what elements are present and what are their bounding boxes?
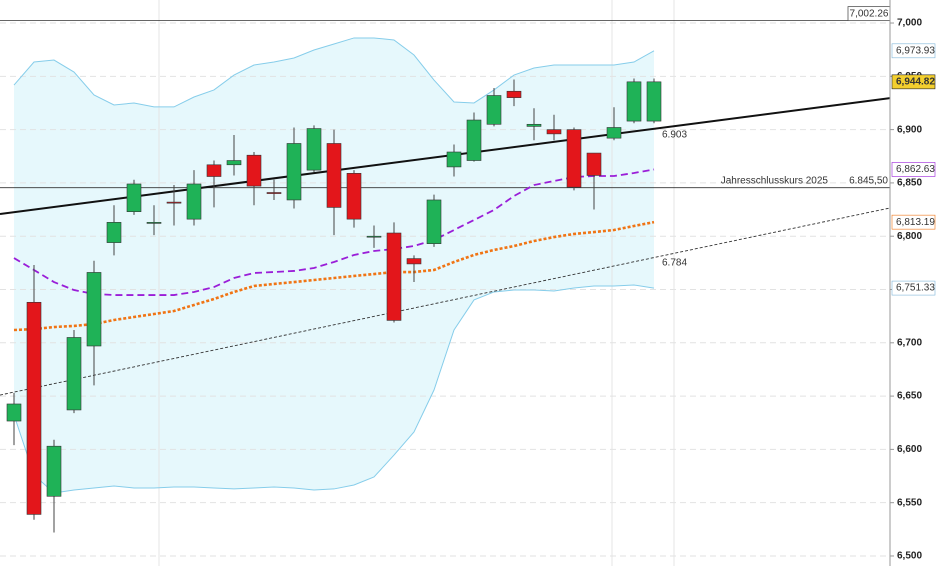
indicator-line: [13, 37, 655, 108]
candle-body: [526, 123, 542, 127]
candle-body: [106, 222, 122, 243]
candle-body: [26, 301, 42, 515]
trendline: [0, 207, 891, 396]
candle-body: [286, 143, 302, 201]
y-tick-label: 6,900: [897, 124, 922, 135]
candle-body: [46, 445, 62, 497]
candle-body: [66, 337, 82, 411]
candle-body: [466, 119, 482, 161]
y-tick-label: 6,850: [897, 178, 922, 189]
candle-body: [386, 232, 402, 321]
indicator-line: [13, 284, 655, 494]
y-tick-label: 6,500: [897, 551, 922, 562]
candle-body: [146, 222, 162, 224]
price-tag-label: 6,813.19: [896, 217, 935, 228]
candle-body: [346, 173, 362, 220]
price-tag-box: [891, 74, 936, 90]
price-tag-box: [891, 214, 936, 230]
candle-body: [306, 128, 322, 171]
candle-body: [366, 235, 382, 238]
y-tick-label: 6,650: [897, 391, 922, 402]
candle-body: [446, 151, 462, 168]
y-tick-label: 6,700: [897, 337, 922, 348]
candle-body: [486, 95, 502, 125]
price-tag-box: [891, 280, 936, 296]
h-line-title: Jahresschlusskurs 2025: [721, 175, 829, 186]
candle-body: [606, 127, 622, 139]
price-tag-box: [891, 162, 936, 177]
indicator-line: [13, 220, 655, 332]
trendline-label: 6.784: [662, 258, 687, 269]
band-fill: [14, 37, 654, 493]
price-tag-label: 6,862.63: [896, 164, 935, 175]
trendline: [0, 97, 891, 216]
candle-body: [426, 199, 442, 244]
candle-body: [166, 201, 182, 204]
candle-body: [326, 143, 342, 208]
price-tag-box: [891, 43, 936, 59]
candle-body: [206, 164, 222, 177]
candle-body: [406, 258, 422, 265]
candle-body: [6, 403, 22, 422]
h-line-label: 6.845,50: [849, 175, 888, 186]
candle-body: [546, 129, 562, 135]
y-tick-label: 6,800: [897, 231, 922, 242]
price-tag-label: 6,973.93: [896, 45, 935, 56]
candle-body: [506, 90, 522, 98]
h-line-label: 7,002.26: [850, 8, 889, 19]
candle-body: [86, 272, 102, 347]
price-tag-label: 6,944.82: [896, 76, 935, 87]
background-layer: [0, 22, 890, 557]
candle-body: [226, 160, 242, 166]
candle-body: [246, 154, 262, 187]
candle-body: [626, 81, 642, 122]
candle-body: [186, 183, 202, 220]
y-tick-label: 7,000: [897, 18, 922, 29]
y-tick-label: 6,600: [897, 444, 922, 455]
candle-body: [646, 81, 662, 122]
y-tick-label: 6,550: [897, 497, 922, 508]
candle-body: [266, 192, 282, 194]
trendline-label: 6.903: [662, 129, 687, 140]
candle-body: [586, 152, 602, 176]
candle-body: [126, 183, 142, 212]
candle-body: [566, 129, 582, 188]
price-tag-label: 6,751.33: [896, 283, 935, 294]
main-layer: 6,5006,5506,6006,6506,7006,7506,8006,850…: [0, 6, 936, 562]
indicator-line: [13, 168, 655, 296]
